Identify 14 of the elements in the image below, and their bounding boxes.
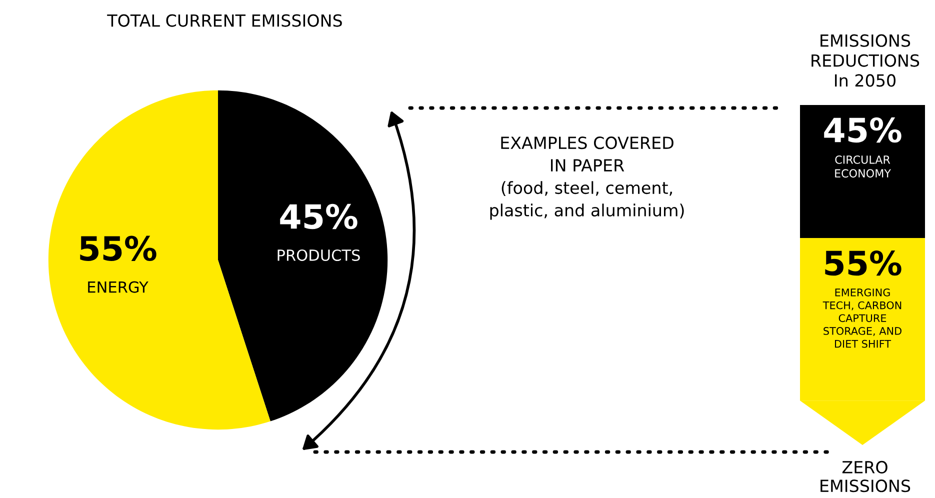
data-label: 45% [280, 204, 358, 230]
data-label: 55% [80, 236, 156, 261]
series-label: EMERGING TECH, CARBON CAPTURE STORAGE, AND DIET SHIFT [822, 288, 902, 348]
pie-slice [218, 90, 388, 422]
data-label: 55% [825, 250, 902, 276]
text: EXAMPLES COVERED IN PAPER (food, steel, cement, plastic, and aluminium) [490, 136, 684, 220]
chart-title: EMISSIONS REDUCTIONS In 2050 [812, 34, 920, 87]
data-label: 45% [824, 117, 902, 143]
series-label: CIRCULAR ECONOMY [835, 155, 891, 178]
pie-slice [48, 90, 270, 430]
slice-label: PRODUCTS [278, 249, 360, 261]
chart-title: TOTAL CURRENT EMISSIONS [107, 14, 342, 27]
slice-label: ENERGY [88, 281, 148, 293]
text: ZERO EMISSIONS [820, 460, 910, 492]
